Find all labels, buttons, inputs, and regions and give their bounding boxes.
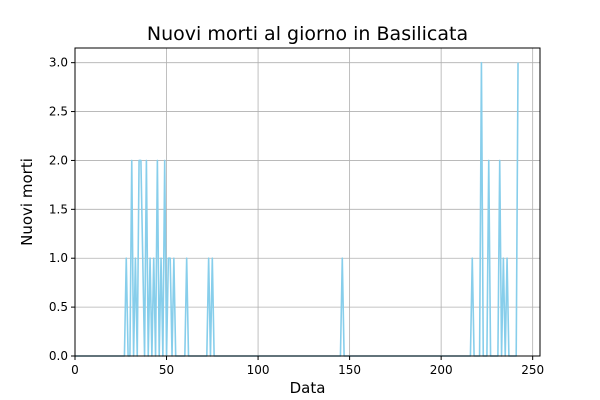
y-axis-label: Nuovi morti bbox=[18, 158, 36, 246]
x-tick-label: 150 bbox=[338, 363, 361, 377]
x-tick-label: 250 bbox=[521, 363, 544, 377]
grid-lines bbox=[74, 48, 540, 357]
y-tick-label: 0.5 bbox=[49, 300, 68, 314]
x-tick-label: 50 bbox=[159, 363, 174, 377]
plot-frame bbox=[74, 47, 541, 357]
x-axis-label: Data bbox=[290, 379, 326, 397]
y-tick-label: 2.0 bbox=[49, 153, 68, 167]
y-tick-label: 2.5 bbox=[49, 105, 68, 119]
axis-ticks: 0 50 100 150 200 250 0.0 0.5 1.0 1.5 2.0 2.5 3.0 bbox=[49, 56, 544, 377]
chart-title: Nuovi morti al giorno in Basilicata bbox=[147, 23, 468, 45]
x-tick-label: 200 bbox=[430, 363, 453, 377]
y-tick-label: 0.0 bbox=[49, 349, 68, 363]
y-tick-label: 3.0 bbox=[49, 56, 68, 70]
y-tick-label: 1.5 bbox=[49, 202, 68, 216]
x-tick-label: 0 bbox=[71, 363, 79, 377]
x-tick-label: 100 bbox=[247, 363, 270, 377]
y-tick-label: 1.0 bbox=[49, 251, 68, 265]
